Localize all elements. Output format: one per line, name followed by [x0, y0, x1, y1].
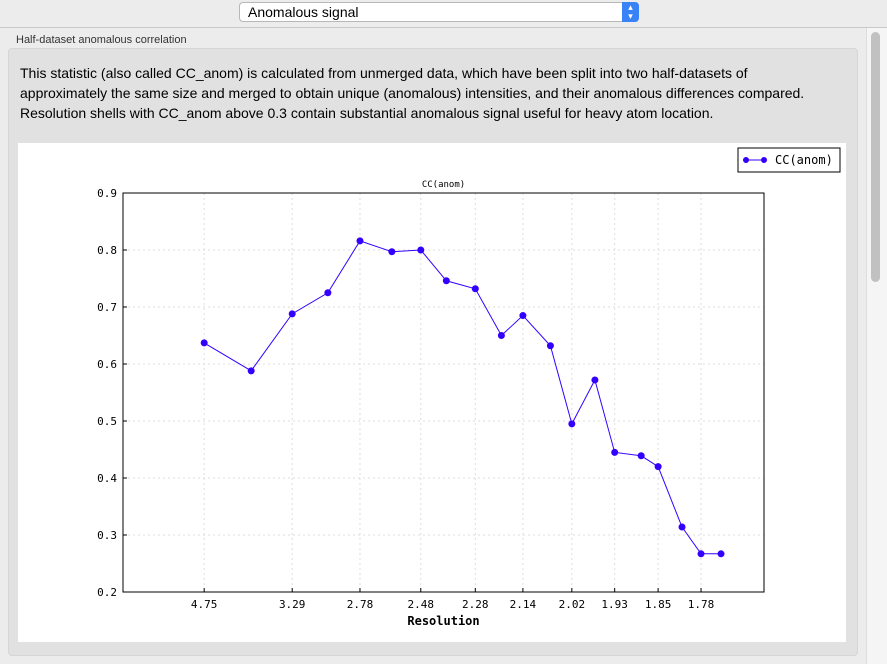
- y-tick-label: 0.4: [97, 472, 117, 485]
- data-point: [356, 237, 364, 245]
- data-point: [568, 420, 576, 428]
- y-tick-label: 0.7: [97, 301, 117, 314]
- data-point: [471, 285, 479, 293]
- data-point: [497, 332, 505, 339]
- x-axis-label: Resolution: [407, 614, 479, 628]
- y-tick-label: 0.5: [97, 415, 117, 428]
- data-point: [637, 452, 645, 460]
- toolbar: Anomalous signal ▴ ▾: [0, 0, 887, 28]
- data-point: [324, 289, 332, 297]
- data-point: [247, 367, 255, 375]
- chevron-updown-icon[interactable]: ▴ ▾: [622, 2, 639, 22]
- chart-title: CC(anom): [422, 180, 465, 190]
- x-tick-label: 3.29: [279, 598, 306, 611]
- legend-marker: [743, 157, 749, 163]
- x-tick-label: 2.28: [462, 598, 489, 611]
- data-point: [697, 550, 705, 558]
- data-point: [611, 448, 619, 456]
- data-point: [442, 277, 450, 285]
- x-tick-label: 4.75: [191, 598, 218, 611]
- plot-frame: [122, 192, 765, 593]
- data-point: [288, 310, 296, 318]
- x-tick-label: 2.48: [408, 598, 435, 611]
- data-point: [519, 312, 527, 320]
- series-line: [203, 240, 722, 555]
- section-select[interactable]: Anomalous signal ▴ ▾: [239, 2, 639, 22]
- cc-anom-chart: 0.2 0.3 0.4 0.5 0.6 0.7 0.8 0.9 4.75 3.29 2.78 2.48…: [97, 147, 841, 628]
- data-point: [546, 342, 554, 350]
- data-point: [654, 463, 662, 471]
- y-tick-label: 0.2: [97, 586, 117, 599]
- group-title: Half-dataset anomalous correlation: [16, 34, 187, 46]
- x-tick-label: 2.14: [510, 598, 537, 611]
- data-point: [678, 523, 686, 531]
- scrollbar[interactable]: [866, 28, 887, 664]
- data-point: [388, 248, 396, 256]
- y-tick-label: 0.6: [97, 358, 117, 371]
- scrollbar-thumb[interactable]: [871, 32, 880, 282]
- x-tick-label: 1.85: [645, 598, 672, 611]
- legend-label: CC(anom): [775, 153, 833, 167]
- data-point: [200, 339, 208, 347]
- data-point: [591, 376, 599, 384]
- x-tick-label: 2.78: [347, 598, 374, 611]
- data-point: [717, 550, 725, 558]
- x-tick-label: 1.93: [601, 598, 628, 611]
- x-tick-label: 2.02: [559, 598, 586, 611]
- y-tick-label: 0.9: [97, 187, 117, 200]
- y-tick-label: 0.8: [97, 244, 117, 257]
- description-text: This statistic (also called CC_anom) is …: [20, 65, 805, 121]
- legend-marker: [761, 157, 767, 163]
- data-point: [417, 246, 425, 254]
- section-select-value: Anomalous signal: [248, 4, 359, 20]
- x-tick-label: 1.78: [688, 598, 715, 611]
- chart-panel: 0.2 0.3 0.4 0.5 0.6 0.7 0.8 0.9 4.75 3.29 2.78 2.48…: [18, 143, 846, 642]
- y-tick-label: 0.3: [97, 529, 117, 542]
